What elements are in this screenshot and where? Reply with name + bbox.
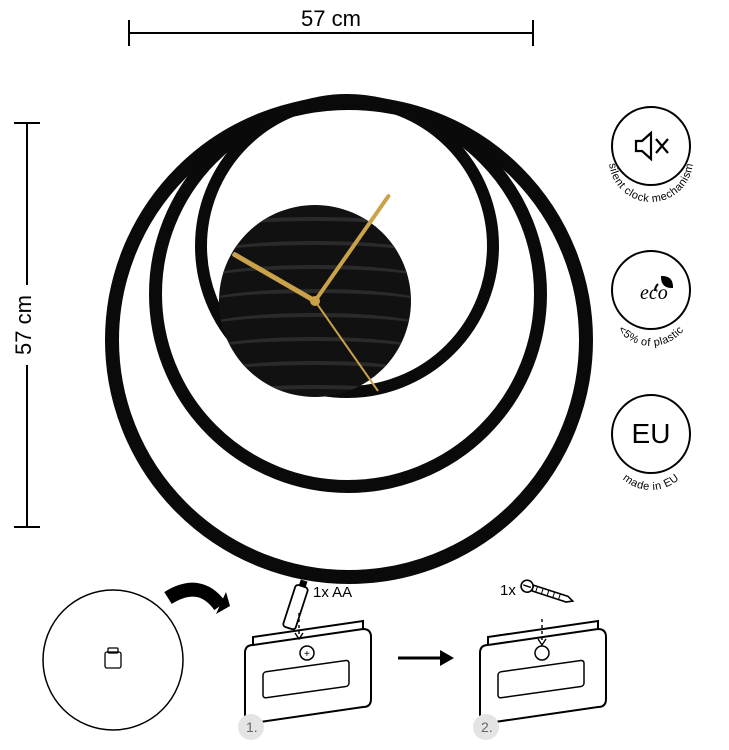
screw-icon bbox=[520, 579, 575, 607]
instruction-strip: + 1x AA 1. bbox=[28, 570, 688, 740]
eco-leaf-icon: eco bbox=[624, 263, 678, 317]
dimension-width: 57 cm bbox=[128, 10, 534, 40]
clock-center-pin bbox=[310, 296, 320, 306]
feature-badges: silent clock mechanism eco <5% of plasti… bbox=[591, 100, 711, 532]
dimension-width-line bbox=[128, 32, 534, 34]
speaker-mute-icon bbox=[630, 125, 672, 167]
instr-step-1: + 1x AA 1. bbox=[238, 579, 371, 740]
dimension-width-label: 57 cm bbox=[291, 6, 371, 32]
dimension-height: 57 cm bbox=[4, 122, 44, 528]
clock-illustration bbox=[90, 66, 580, 556]
badge-silent-ring bbox=[611, 106, 691, 186]
badge-eco-ring: eco bbox=[611, 250, 691, 330]
instr-step-2: 1x 2. bbox=[473, 579, 606, 740]
dimension-height-cap-bottom bbox=[14, 526, 40, 528]
mechanism-box-icon bbox=[480, 621, 606, 723]
instr-back-circle bbox=[43, 590, 183, 730]
eco-text: eco bbox=[640, 282, 668, 304]
eu-text-icon: EU bbox=[632, 418, 671, 450]
badge-silent: silent clock mechanism bbox=[591, 100, 711, 220]
mechanism-box-icon: + bbox=[245, 621, 371, 723]
dimension-width-cap-right bbox=[532, 20, 534, 46]
next-arrow-icon bbox=[398, 650, 454, 666]
svg-text:made in EU: made in EU bbox=[621, 472, 682, 493]
badge-eu: EU made in EU bbox=[591, 388, 711, 508]
step-2-number: 2. bbox=[481, 719, 493, 735]
svg-text:+: + bbox=[304, 649, 310, 660]
dimension-height-cap-top bbox=[14, 122, 40, 124]
badge-eu-ring: EU bbox=[611, 394, 691, 474]
badge-eco: eco <5% of plastic bbox=[591, 244, 711, 364]
battery-caption: 1x AA bbox=[313, 584, 352, 601]
dimension-width-cap-left bbox=[128, 20, 130, 46]
screw-caption: 1x bbox=[500, 582, 516, 599]
battery-icon bbox=[282, 579, 308, 630]
dimension-height-label: 57 cm bbox=[11, 285, 37, 365]
flip-arrow-icon bbox=[168, 590, 220, 606]
step-1-number: 1. bbox=[246, 719, 258, 735]
